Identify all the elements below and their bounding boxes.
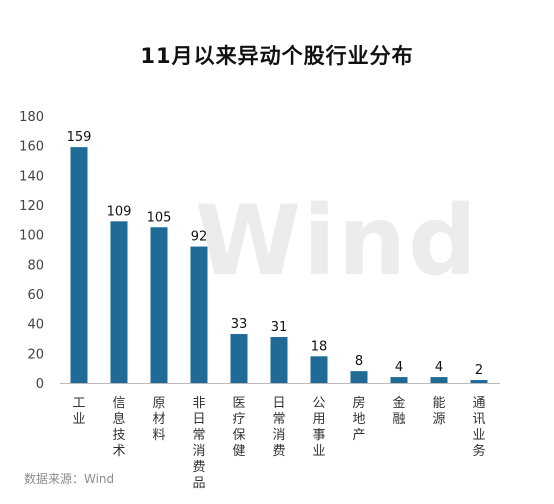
data-label: 31	[271, 320, 288, 335]
data-label: 8	[355, 354, 363, 369]
bar	[350, 371, 368, 383]
y-tick-label: 160	[19, 140, 44, 155]
data-label: 33	[231, 317, 248, 332]
bar	[70, 147, 88, 383]
category-label: 日常消费	[272, 396, 285, 459]
data-label: 105	[147, 210, 172, 225]
bar	[190, 246, 208, 383]
category-label: 医疗保健	[232, 396, 245, 459]
bar	[310, 356, 328, 383]
bar	[470, 380, 488, 383]
y-tick-label: 60	[27, 288, 44, 303]
category-label: 非日常消费品	[192, 396, 205, 491]
y-tick-label: 0	[36, 377, 44, 392]
data-label: 4	[395, 360, 403, 375]
bar	[430, 377, 448, 383]
bar	[390, 377, 408, 383]
category-label: 信息技术	[112, 396, 125, 459]
y-tick-label: 120	[19, 199, 44, 214]
category-label: 通讯业务	[472, 396, 485, 459]
bar	[270, 337, 288, 383]
y-tick-label: 180	[19, 110, 44, 125]
chart-title: 11月以来异动个股行业分布	[140, 44, 414, 68]
data-label: 109	[107, 204, 132, 219]
bar	[230, 334, 248, 383]
data-label: 4	[435, 360, 443, 375]
category-label: 金融	[392, 395, 405, 427]
y-tick-label: 80	[27, 258, 44, 273]
bar	[150, 227, 168, 383]
category-label: 原材料	[152, 396, 165, 443]
data-source-note: 数据来源：Wind	[24, 472, 115, 486]
data-label: 18	[311, 339, 328, 354]
category-label: 房地产	[352, 395, 365, 443]
y-tick-label: 40	[27, 318, 44, 333]
y-tick-label: 20	[27, 347, 44, 362]
category-label: 能源	[432, 396, 445, 427]
data-label: 159	[67, 130, 92, 145]
bar	[110, 221, 128, 383]
y-tick-label: 100	[19, 229, 44, 244]
data-label: 92	[191, 230, 208, 245]
category-label: 公用事业	[312, 396, 325, 459]
category-label: 工业	[72, 396, 85, 427]
y-tick-label: 140	[19, 169, 44, 184]
data-label: 2	[475, 363, 483, 378]
watermark-text: Wind	[195, 185, 479, 297]
